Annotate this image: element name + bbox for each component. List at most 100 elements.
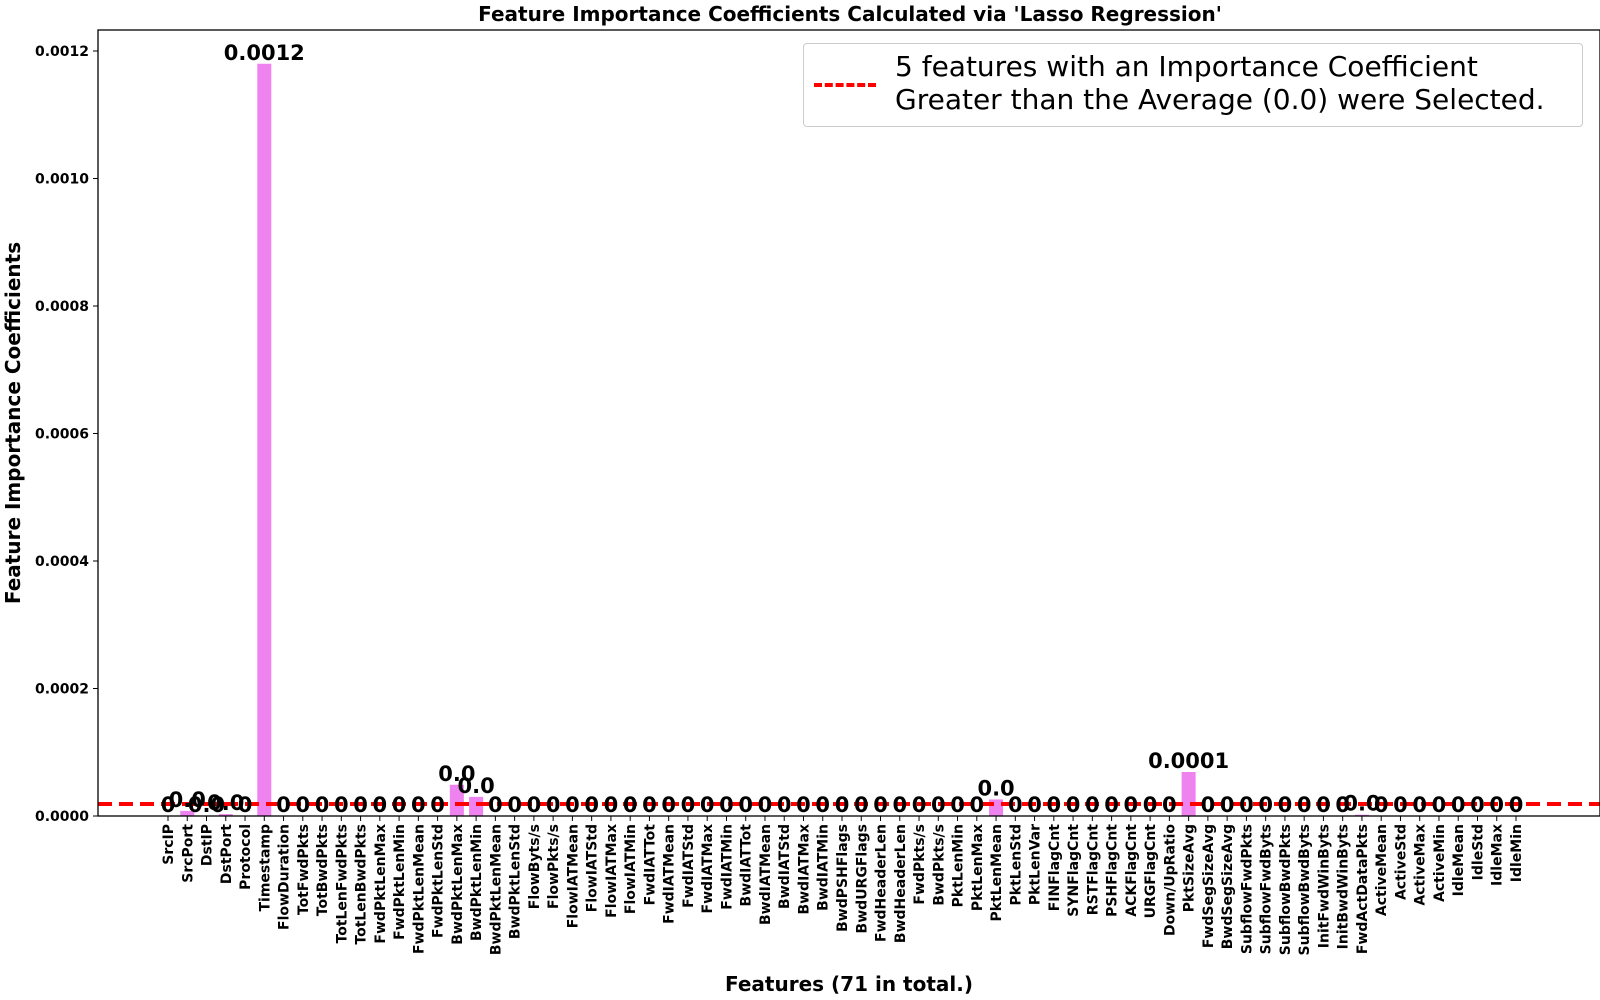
data-label: 0 <box>1393 793 1408 817</box>
data-label: 0 <box>353 793 368 817</box>
bar <box>257 63 272 816</box>
x-tick-label: BwdPSHFlags <box>835 824 851 932</box>
x-tick-label: IdleMax <box>1490 824 1506 886</box>
x-tick-label: SYNFlagCnt <box>1066 824 1082 917</box>
data-label: 0 <box>969 793 984 817</box>
plot-frame <box>97 29 1600 817</box>
data-label: 0 <box>796 793 811 817</box>
bar <box>449 784 464 816</box>
data-label: 0 <box>1104 793 1119 817</box>
data-label: 0 <box>334 793 349 817</box>
data-label: 0 <box>623 793 638 817</box>
data-label: 0 <box>1509 793 1524 817</box>
data-label: 0 <box>411 793 426 817</box>
x-tick-label: Down/UpRatio <box>1162 824 1178 936</box>
legend-line-1: 5 features with an Importance Coefficien… <box>895 50 1478 83</box>
x-tick-label: BwdIATTot <box>739 824 755 907</box>
x-tick-label: DstIP <box>200 824 216 866</box>
x-tick-label: TotLenBwdPkts <box>354 824 370 945</box>
x-tick-label: PktLenVar <box>1028 824 1044 905</box>
x-tick-label: FwdPktLenMean <box>411 824 427 954</box>
data-label: 0.0 <box>977 776 1014 800</box>
data-label: 0 <box>276 793 291 817</box>
data-label: 0 <box>1008 793 1023 817</box>
data-label: 0.0 <box>169 788 206 812</box>
x-tick-label: BwdPktLenMean <box>488 824 504 955</box>
data-label: 0 <box>1451 793 1466 817</box>
data-label: 0 <box>854 793 869 817</box>
x-tick-label: FwdIATMean <box>662 824 678 924</box>
data-label: 0 <box>738 793 753 817</box>
x-tick-label: FlowIATMax <box>604 824 620 918</box>
data-label: 0.0 <box>458 774 495 798</box>
data-label: 0 <box>1316 793 1331 817</box>
data-label: 0.0 <box>1343 792 1380 816</box>
y-tick-label: 0.0006 <box>35 427 89 443</box>
data-label: 0 <box>681 793 696 817</box>
x-tick-label: BwdSegSizeAvg <box>1220 824 1236 949</box>
x-tick-label: SubflowFwdPkts <box>1239 824 1255 954</box>
data-label: 0 <box>1374 793 1389 817</box>
x-tick-label: FlowPkts/s <box>546 824 562 909</box>
bar <box>180 810 195 816</box>
data-label: 0 <box>1143 793 1158 817</box>
x-tick-label: TotFwdPkts <box>296 824 312 915</box>
legend-dashed-line-swatch <box>814 83 876 87</box>
data-label: 0 <box>161 793 176 817</box>
data-label: 0.0 <box>207 791 244 815</box>
data-label: 0 <box>1278 793 1293 817</box>
x-tick-label: FlowByts/s <box>527 824 543 909</box>
data-label: 0 <box>1201 793 1216 817</box>
data-label: 0 <box>912 793 927 817</box>
x-tick-label: URGFlagCnt <box>1143 824 1159 919</box>
x-tick-label: TotBwdPkts <box>315 824 331 916</box>
data-label: 0 <box>892 793 907 817</box>
x-tick-label: FwdPktLenMin <box>392 824 408 940</box>
data-label: 0 <box>584 793 599 817</box>
x-tick-label: BwdPktLenMin <box>469 824 485 941</box>
data-label: 0 <box>527 793 542 817</box>
x-tick-label: BwdPkts/s <box>931 824 947 906</box>
x-tick-label: FwdPktLenMax <box>373 824 389 944</box>
x-tick-label: FwdIATMin <box>719 824 735 910</box>
x-tick-label: DstPort <box>219 824 235 884</box>
x-tick-label: BwdIATStd <box>777 824 793 909</box>
y-tick-label: 0.0008 <box>35 299 89 315</box>
x-tick-label: ActiveMean <box>1374 824 1390 916</box>
data-label: 0 <box>1432 793 1447 817</box>
data-label: 0 <box>507 793 522 817</box>
x-tick-label: BwdHeaderLen <box>893 824 909 943</box>
x-tick-label: TotLenFwdPkts <box>334 824 350 944</box>
data-label: 0 <box>777 793 792 817</box>
x-tick-label: BwdIATMean <box>758 824 774 925</box>
data-label: 0 <box>815 793 830 817</box>
y-tick-label: 0.0010 <box>35 172 89 188</box>
x-tick-label: PSHFlagCnt <box>1105 824 1121 917</box>
x-tick-label: FlowIATStd <box>585 824 601 912</box>
chart-title: Feature Importance Coefficients Calculat… <box>478 2 1222 26</box>
bar <box>1181 772 1196 816</box>
data-label: 0 <box>1470 793 1485 817</box>
data-label: 0 <box>642 793 657 817</box>
x-tick-label: SubflowBwdByts <box>1297 824 1313 955</box>
data-label: 0 <box>931 793 946 817</box>
data-label: 0 <box>392 793 407 817</box>
data-label: 0 <box>1085 793 1100 817</box>
x-tick-label: FlowIATMin <box>623 824 639 914</box>
bar <box>469 796 484 816</box>
data-label: 0.0 <box>438 762 475 786</box>
x-tick-label: FwdSegSizeAvg <box>1201 824 1217 948</box>
data-label: 0 <box>1239 793 1254 817</box>
x-tick-label: IdleStd <box>1470 824 1486 880</box>
data-label: 0 <box>1162 793 1177 817</box>
data-label: 0 <box>661 793 676 817</box>
data-label: 0 <box>295 793 310 817</box>
x-tick-label: BwdIATMin <box>816 824 832 911</box>
x-tick-label: PktLenMin <box>951 824 967 907</box>
data-label: 0 <box>238 793 253 817</box>
data-label: 0 <box>719 793 734 817</box>
data-label: 0 <box>1124 793 1139 817</box>
x-tick-label: SubflowBwdPkts <box>1278 824 1294 955</box>
y-ticks-group: 0.0000 0.0002 0.0004 0.0006 0.0008 0.0010 0.00… <box>35 44 98 825</box>
